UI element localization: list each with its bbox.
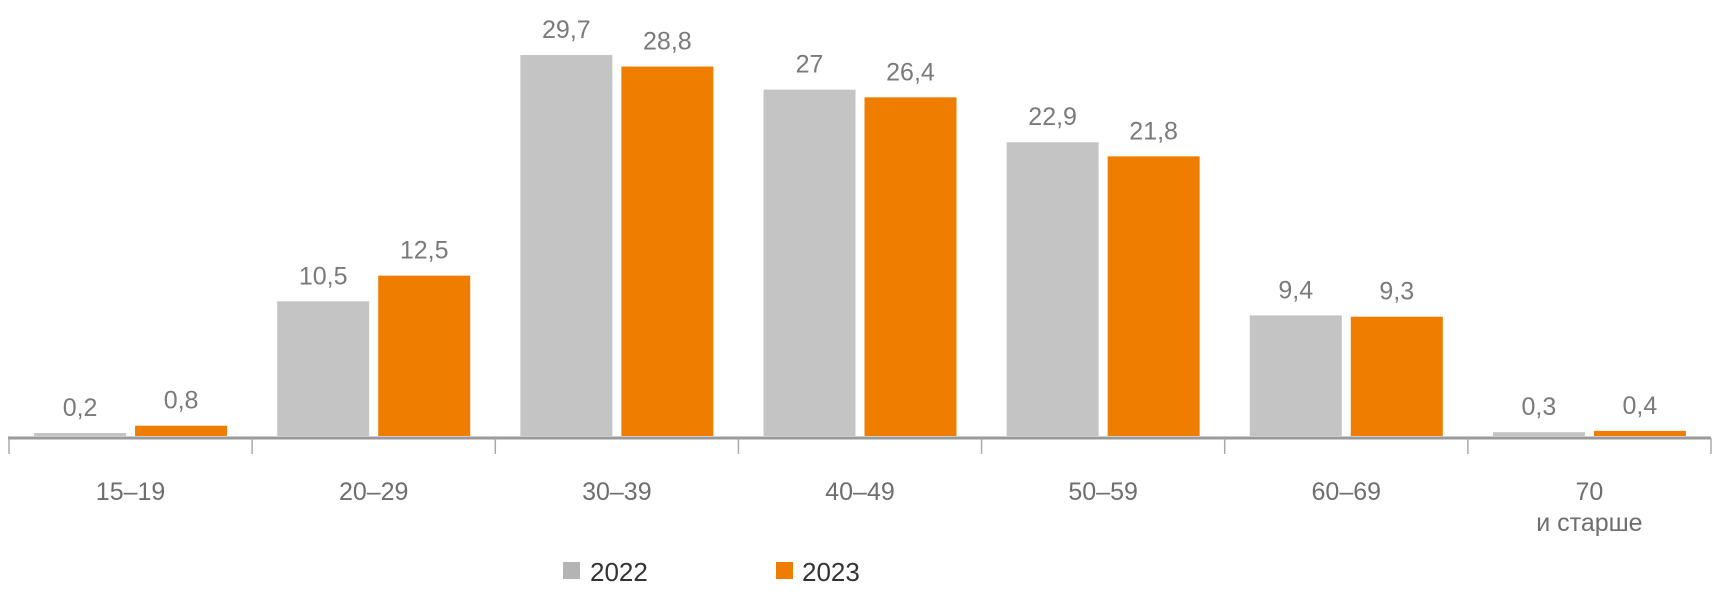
bars-layer (34, 55, 1686, 437)
data-label-2022-3: 27 (796, 51, 824, 79)
category-label: 50–59 (1068, 478, 1138, 506)
category-label: 30–39 (582, 478, 652, 506)
data-label-2022-0: 0,2 (63, 394, 98, 422)
data-label-2023-1: 12,5 (400, 237, 449, 265)
data-label-2023-4: 21,8 (1129, 117, 1178, 145)
bar-2022-4 (1006, 142, 1099, 436)
bar-2023-4 (1107, 156, 1200, 436)
legend-swatch-2023 (776, 562, 793, 579)
bar-2023-2 (621, 66, 714, 436)
bar-2023-5 (1350, 316, 1443, 436)
legend: 2022 2023 (563, 557, 860, 587)
data-label-2022-4: 22,9 (1028, 103, 1077, 131)
data-label-2023-2: 28,8 (643, 28, 692, 56)
bar-2022-0 (34, 433, 127, 436)
data-label-2022-1: 10,5 (299, 262, 348, 290)
bar-2023-1 (378, 275, 471, 436)
bar-2022-5 (1249, 315, 1342, 436)
data-label-2023-6: 0,4 (1623, 392, 1658, 420)
category-label: 70 и старше (1536, 478, 1642, 537)
bar-2022-3 (763, 89, 856, 437)
data-label-2022-6: 0,3 (1522, 393, 1557, 421)
data-label-2022-5: 9,4 (1278, 276, 1313, 304)
bar-2022-1 (277, 301, 370, 436)
value-labels-layer: 0,2 0,8 10,5 12,5 29,7 28,8 27 26,4 22,9 21,8 9,4 9… (63, 16, 1658, 422)
category-label: 20–29 (339, 478, 409, 506)
x-axis-labels: 15–19 20–29 30–39 40–49 50–59 60–69 70 и старше (96, 478, 1643, 537)
data-label-2023-5: 9,3 (1379, 278, 1414, 306)
legend-swatch-2022 (563, 562, 580, 579)
x-axis-ticks (8, 438, 1712, 454)
legend-label-2023: 2023 (802, 557, 860, 587)
category-label: 60–69 (1312, 478, 1382, 506)
bar-2022-6 (1492, 432, 1585, 436)
legend-label-2022: 2022 (590, 557, 648, 587)
bar-2023-0 (135, 425, 228, 436)
data-label-2023-3: 26,4 (886, 58, 935, 86)
bar-2022-2 (520, 55, 613, 436)
category-label: 15–19 (96, 478, 166, 506)
bar-2023-3 (864, 97, 957, 436)
data-label-2022-2: 29,7 (542, 16, 591, 44)
category-label: 40–49 (825, 478, 895, 506)
bar-2023-6 (1593, 430, 1686, 436)
data-label-2023-0: 0,8 (164, 387, 199, 415)
